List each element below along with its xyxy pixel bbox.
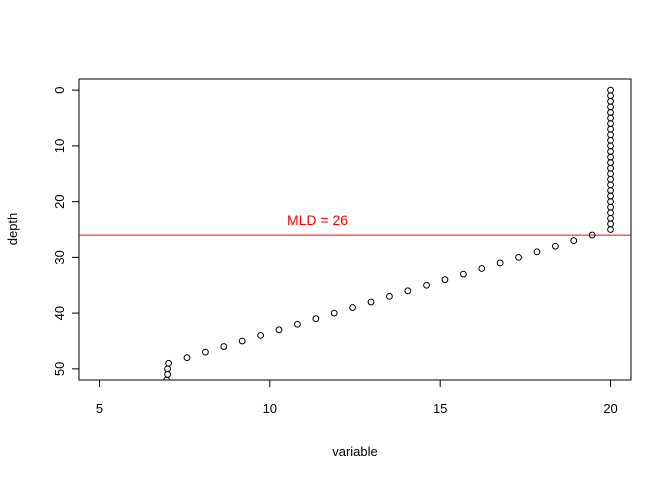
data-point	[607, 209, 614, 217]
data-point	[349, 304, 357, 311]
data-point	[607, 187, 614, 194]
data-point	[607, 148, 614, 155]
mld-annotation: MLD = 26	[287, 212, 348, 228]
data-point	[404, 287, 412, 295]
data-point	[183, 354, 191, 362]
data-point	[607, 97, 614, 105]
data-point	[220, 343, 228, 350]
data-point	[607, 92, 614, 100]
data-point	[607, 203, 614, 211]
data-point	[607, 181, 614, 189]
data-point	[607, 226, 614, 233]
x-tick-label: 5	[96, 401, 103, 416]
data-point	[607, 192, 614, 200]
data-point	[275, 326, 283, 334]
data-point	[533, 248, 541, 256]
data-point	[588, 231, 596, 239]
data-point	[515, 253, 522, 261]
data-point	[607, 153, 614, 161]
plot-frame	[78, 78, 632, 381]
data-point	[551, 242, 559, 250]
data-point	[607, 214, 614, 222]
y-tick-label: 40	[52, 306, 67, 320]
x-tick-label: 20	[603, 401, 617, 416]
data-point	[607, 170, 614, 178]
y-tick-label: 50	[52, 362, 67, 376]
data-point	[164, 371, 171, 378]
data-point	[330, 309, 338, 317]
data-point	[607, 114, 614, 122]
y-axis: 0 10 20 30 40 50	[52, 87, 80, 376]
data-point	[423, 281, 430, 289]
data-point	[607, 164, 614, 172]
data-point	[238, 337, 246, 345]
x-tick-label: 15	[433, 401, 447, 416]
x-axis: 5 10 15 20	[96, 379, 618, 416]
data-point	[570, 237, 578, 245]
data-point	[163, 376, 170, 380]
data-point	[478, 265, 486, 272]
data-point	[496, 259, 504, 267]
data-point	[441, 276, 449, 284]
y-tick-label: 20	[52, 194, 67, 208]
data-point	[607, 198, 614, 206]
data-point	[607, 159, 614, 167]
data-point	[607, 109, 614, 116]
data-point	[607, 175, 614, 183]
x-tick-label: 10	[263, 401, 277, 416]
data-point	[164, 365, 171, 373]
data-point	[294, 320, 301, 328]
data-point	[607, 125, 614, 133]
data-point	[607, 131, 614, 139]
points-layer	[163, 86, 614, 380]
data-point	[607, 142, 614, 150]
data-point	[257, 332, 265, 339]
data-point	[202, 348, 209, 356]
data-point	[607, 103, 614, 111]
data-point	[607, 120, 614, 127]
data-point	[607, 220, 614, 228]
x-axis-title: variable	[332, 444, 378, 459]
data-point	[386, 292, 393, 300]
y-axis-title: depth	[5, 213, 20, 246]
data-point	[459, 270, 467, 278]
y-tick-label: 10	[52, 139, 67, 153]
data-point	[607, 86, 614, 94]
data-point	[165, 359, 173, 367]
data-point	[367, 298, 375, 306]
data-point	[607, 136, 614, 144]
data-point	[312, 315, 320, 323]
y-tick-label: 0	[52, 87, 67, 94]
y-tick-label: 30	[52, 250, 67, 264]
